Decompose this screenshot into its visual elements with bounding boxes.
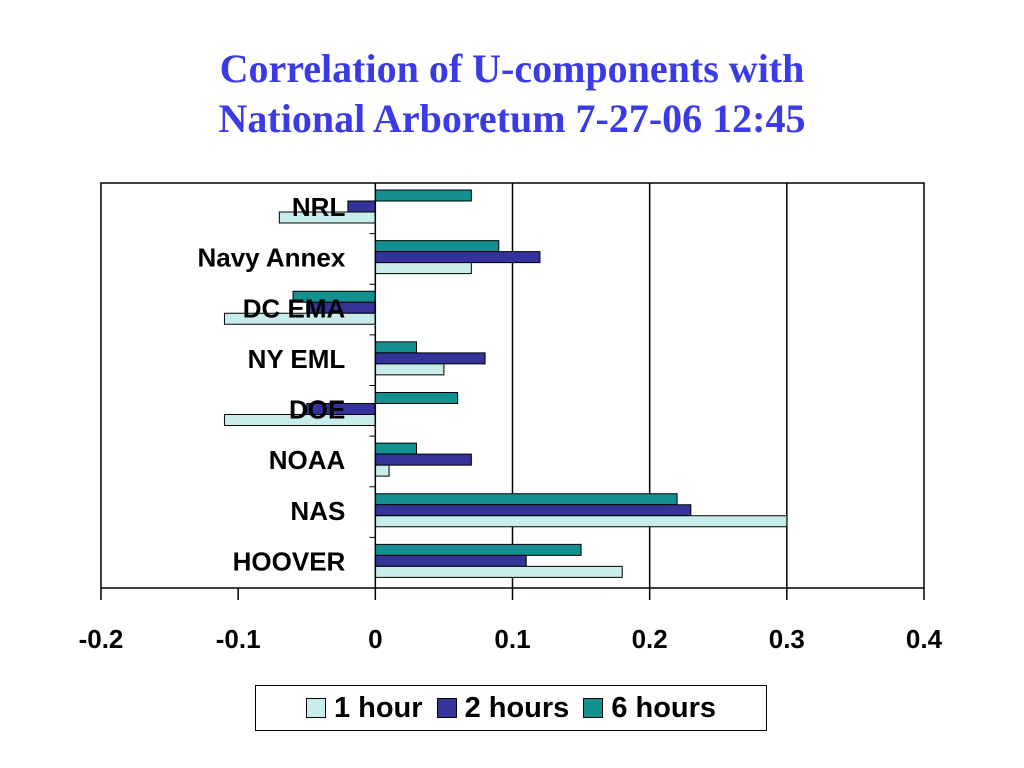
bar-nrl-6-hours bbox=[374, 189, 472, 202]
chart-title: Correlation of U-components with Nationa… bbox=[0, 44, 1024, 144]
x-tick-label-0: 0 bbox=[368, 624, 382, 654]
bar-hoover-1-hour bbox=[374, 565, 623, 578]
x-tick-label-0-2: -0.2 bbox=[79, 624, 124, 654]
bar-noaa-1-hour bbox=[374, 464, 390, 477]
bars bbox=[223, 189, 788, 578]
category-label-navy-annex: Navy Annex bbox=[197, 243, 345, 273]
category-label-nas: NAS bbox=[290, 496, 345, 526]
legend-swatch-6-hours bbox=[583, 698, 604, 718]
bar-navy-annex-1-hour bbox=[374, 262, 472, 275]
bar-nas-6-hours bbox=[374, 493, 678, 506]
x-tick-label-0-1: 0.1 bbox=[494, 624, 530, 654]
bar-navy-annex-6-hours bbox=[374, 240, 500, 253]
legend-swatch-2-hours bbox=[436, 698, 457, 718]
x-tick-label-0-3: 0.3 bbox=[769, 624, 805, 654]
bar-nas-1-hour bbox=[374, 515, 788, 528]
legend-label-2-hours: 2 hours bbox=[464, 691, 570, 724]
bar-noaa-2-hours bbox=[374, 453, 472, 466]
bar-doe-6-hours bbox=[374, 392, 459, 404]
bar-ny-eml-2-hours bbox=[374, 352, 486, 365]
legend-label-1-hour: 1 hour bbox=[333, 691, 423, 724]
axes bbox=[100, 182, 925, 600]
bar-ny-eml-1-hour bbox=[374, 363, 445, 376]
legend-item-1-hour: 1 hour bbox=[305, 691, 423, 725]
category-label-nrl: NRL bbox=[292, 192, 346, 222]
bar-hoover-6-hours bbox=[374, 543, 582, 556]
bar-noaa-6-hours bbox=[374, 442, 417, 455]
chart-title-line-2: National Arboretum 7-27-06 12:45 bbox=[218, 96, 806, 141]
bar-chart: NRL Navy Annex DC EMA NY EML DOE NOAA NAS HOOVE… bbox=[79, 182, 943, 654]
legend-swatch-1-hour bbox=[305, 698, 326, 718]
legend-item-6-hours: 6 hours bbox=[583, 692, 716, 725]
category-label-hoover: HOOVER bbox=[233, 546, 346, 576]
bar-ny-eml-6-hours bbox=[374, 341, 417, 354]
legend-item-2-hours: 2 hours bbox=[436, 691, 570, 725]
bar-navy-annex-2-hours bbox=[374, 251, 541, 264]
category-label-ny-eml: NY EML bbox=[248, 344, 346, 374]
x-tick-label-0-4: 0.4 bbox=[906, 624, 943, 654]
x-tick-label-0-2: 0.2 bbox=[632, 624, 668, 654]
category-labels: NRL Navy Annex DC EMA NY EML DOE NOAA NAS HOOVE… bbox=[197, 192, 345, 576]
tick-labels: -0.2 -0.1 0 0.1 0.2 0.3 0.4 bbox=[79, 624, 943, 654]
chart-title-line-1: Correlation of U-components with bbox=[219, 46, 805, 91]
bar-nas-2-hours bbox=[374, 504, 692, 517]
bar-nrl-2-hours bbox=[347, 200, 376, 213]
category-label-noaa: NOAA bbox=[269, 445, 346, 475]
category-label-doe: DOE bbox=[289, 395, 345, 425]
legend-label-6-hours: 6 hours bbox=[611, 691, 717, 724]
legend: 1 hour 2 hours 6 hours bbox=[255, 685, 767, 731]
category-label-dc-ema: DC EMA bbox=[243, 293, 346, 323]
x-tick-label-0-1: -0.1 bbox=[216, 624, 261, 654]
bar-hoover-2-hours bbox=[374, 554, 527, 567]
